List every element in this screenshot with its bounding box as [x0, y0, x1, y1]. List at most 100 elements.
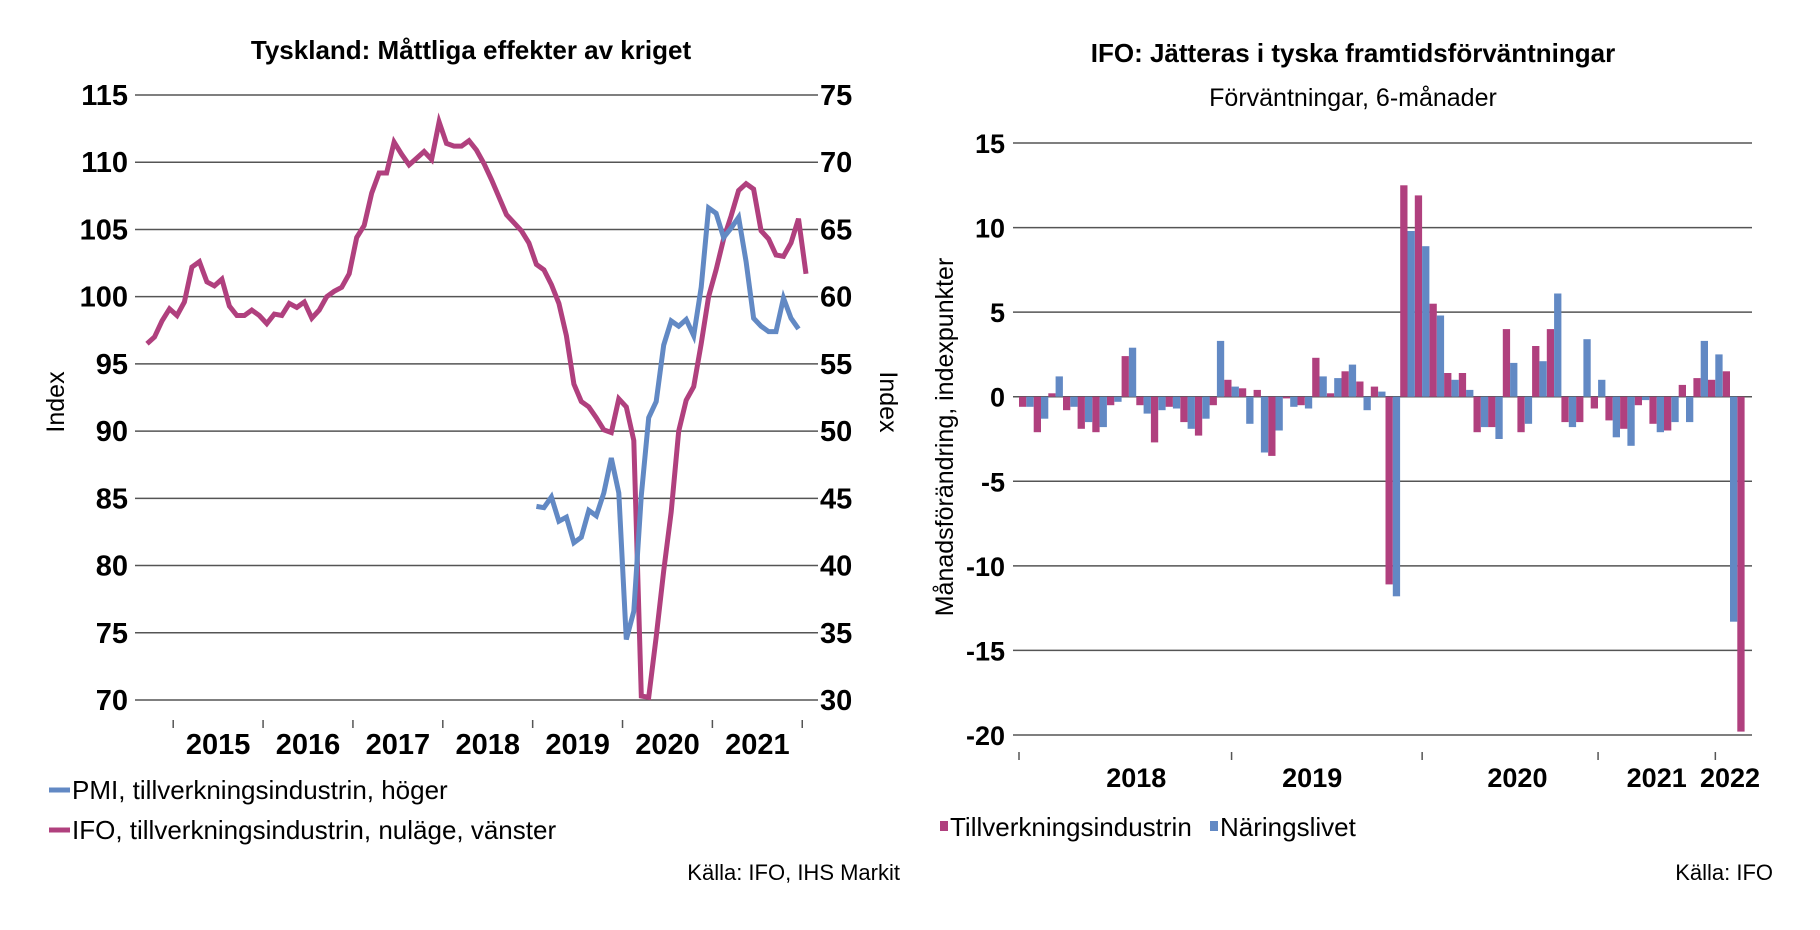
bar-tillverkningsindustrin — [1722, 371, 1730, 397]
x-tick-label: 2017 — [366, 729, 431, 761]
bar-tillverkningsindustrin — [1282, 396, 1291, 399]
bar-naringslivet — [1216, 340, 1225, 397]
bar-naringslivet — [1085, 396, 1093, 423]
bar-tillverkningsindustrin — [1590, 396, 1598, 409]
right-gridlines — [1013, 142, 1752, 736]
bar-naringslivet — [1172, 396, 1181, 409]
bar-naringslivet — [1715, 354, 1723, 397]
bar-tillverkningsindustrin — [1414, 195, 1423, 397]
bar-naringslivet — [1187, 396, 1195, 429]
bar-tillverkningsindustrin — [1077, 396, 1085, 429]
bar-naringslivet — [1275, 396, 1283, 431]
y-tick-label-left: 90 — [96, 416, 128, 448]
bar-naringslivet — [1539, 361, 1547, 397]
bar-tillverkningsindustrin — [1649, 396, 1657, 424]
bar-naringslivet — [1041, 396, 1049, 419]
bar-naringslivet — [1128, 347, 1137, 397]
y-tick-label-right: 75 — [820, 80, 852, 112]
y-tick-label-left: 95 — [96, 349, 128, 381]
bar-naringslivet — [1114, 396, 1122, 402]
bar-tillverkningsindustrin — [1488, 396, 1496, 428]
bar-naringslivet — [1334, 378, 1342, 397]
bar-tillverkningsindustrin — [1150, 396, 1159, 443]
left-y-axis-ticks: 115 110 105 100 95 90 85 80 75 70 — [80, 80, 128, 717]
y-tick-label-right: 30 — [820, 685, 852, 717]
bar-naringslivet — [1495, 396, 1503, 439]
bar-naringslivet — [1246, 396, 1254, 424]
bar-naringslivet — [1363, 396, 1371, 411]
y-tick-label-right: 50 — [820, 416, 852, 448]
x-tick-label: 2015 — [186, 729, 251, 761]
bar-tillverkningsindustrin — [1444, 373, 1452, 397]
bar-tillverkningsindustrin — [1708, 379, 1716, 397]
y-tick-label: 0 — [990, 383, 1005, 413]
legend-label-naringslivet: Näringslivet — [1220, 812, 1357, 842]
bar-tillverkningsindustrin — [1473, 396, 1481, 433]
right-source: Källa: IFO — [1675, 860, 1773, 885]
bar-naringslivet — [1378, 391, 1386, 397]
bar-tillverkningsindustrin — [1400, 185, 1408, 397]
bar-naringslivet — [1304, 396, 1313, 409]
ifo-line — [145, 112, 809, 701]
x-tick-label: 2019 — [1282, 763, 1342, 793]
bar-naringslivet — [1026, 396, 1034, 407]
bar-naringslivet — [1231, 386, 1239, 397]
bar-naringslivet — [1260, 396, 1269, 453]
bar-naringslivet — [1290, 396, 1298, 407]
bar-tillverkningsindustrin — [1180, 396, 1188, 423]
left-y-axis-title: Index — [42, 371, 70, 433]
y-tick-label: -10 — [966, 552, 1005, 582]
bar-tillverkningsindustrin — [1121, 356, 1129, 397]
bar-tillverkningsindustrin — [1063, 396, 1071, 411]
bar-tillverkningsindustrin — [1326, 393, 1335, 397]
right-y-axis-title: Index — [874, 371, 902, 433]
y-tick-label-right: 45 — [820, 483, 852, 515]
bar-naringslivet — [1656, 396, 1664, 433]
y-tick-label: -15 — [966, 636, 1005, 666]
bar-tillverkningsindustrin — [1224, 379, 1232, 397]
bar-naringslivet — [1480, 396, 1489, 428]
legend-label-tillverkning: Tillverkningsindustrin — [950, 812, 1192, 842]
bar-naringslivet — [1642, 396, 1650, 401]
bar-naringslivet — [1158, 396, 1166, 411]
x-tick-label: 2018 — [1106, 763, 1166, 793]
bar-tillverkningsindustrin — [1576, 396, 1584, 423]
y-tick-label-left: 105 — [80, 214, 128, 246]
bar-naringslivet — [1070, 396, 1078, 407]
bar-tillverkningsindustrin — [1546, 329, 1555, 397]
bar-naringslivet — [1730, 396, 1738, 622]
y-tick-label-left: 115 — [81, 80, 128, 112]
y-tick-label-right: 35 — [820, 618, 852, 650]
y-tick-label: 10 — [975, 214, 1005, 244]
x-tick-label: 2018 — [455, 729, 520, 761]
bar-tillverkningsindustrin — [1502, 329, 1511, 397]
bar-tillverkningsindustrin — [1370, 386, 1379, 397]
x-tick-label: 2016 — [276, 729, 341, 761]
bar-naringslivet — [1554, 293, 1562, 397]
bar-naringslivet — [1348, 364, 1357, 397]
bar-tillverkningsindustrin — [1297, 396, 1305, 406]
y-tick-label: 15 — [975, 129, 1005, 159]
legend-label-pmi: PMI, tillverkningsindustrin, höger — [72, 775, 448, 805]
left-series-lines — [145, 112, 809, 701]
bar-naringslivet — [1407, 231, 1415, 397]
bar-naringslivet — [1055, 376, 1063, 397]
right-y-axis-title: Månadsförändring, indexpunkter — [931, 258, 959, 617]
y-tick-label-right: 65 — [820, 214, 852, 246]
bar-tillverkningsindustrin — [1033, 396, 1041, 433]
right-chart-subtitle: Förväntningar, 6-månader — [1209, 84, 1497, 112]
x-tick-label: 2022 — [1700, 763, 1760, 793]
bar-tillverkningsindustrin — [1209, 396, 1217, 406]
bar-tillverkningsindustrin — [1429, 303, 1437, 397]
right-y-axis-ticks: 15 10 5 0 -5 -10 -15 -20 — [966, 129, 1005, 751]
left-gridlines — [135, 94, 818, 701]
right-y-axis-ticks: 75 70 65 60 55 50 45 40 35 30 — [820, 80, 852, 717]
bar-tillverkningsindustrin — [1664, 396, 1672, 431]
right-x-axis-ticks: 2018 2019 2020 2021 2022 — [1018, 752, 1760, 793]
bar-tillverkningsindustrin — [1458, 373, 1467, 397]
x-tick-label: 2021 — [1627, 763, 1687, 793]
bar-tillverkningsindustrin — [1385, 396, 1393, 585]
bar-naringslivet — [1451, 379, 1459, 397]
bar-tillverkningsindustrin — [1253, 389, 1261, 397]
